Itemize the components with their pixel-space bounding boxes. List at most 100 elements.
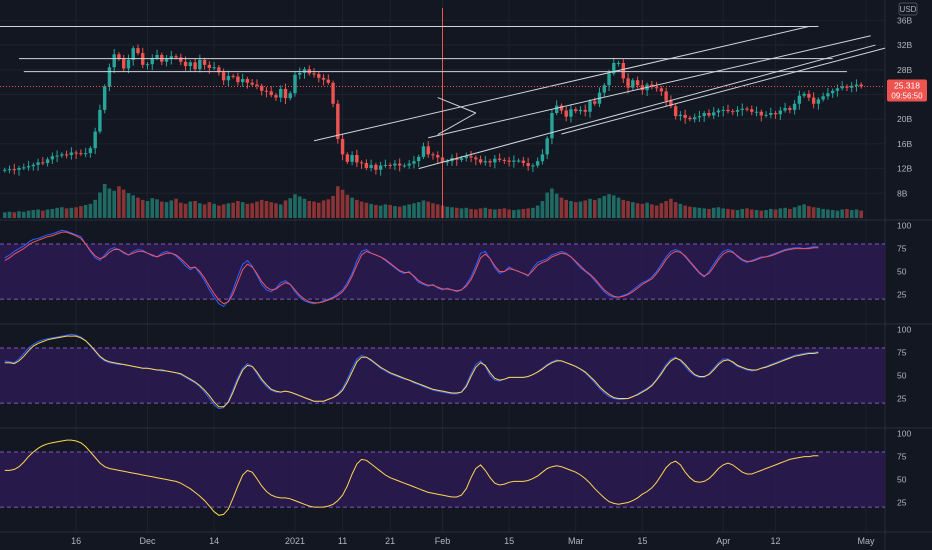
oscillator-tick-label: 75 — [897, 348, 907, 358]
candle-body — [302, 69, 307, 73]
volume-bar — [79, 206, 83, 218]
candle-body — [26, 166, 31, 168]
volume-bar — [331, 195, 335, 218]
trendline[interactable] — [437, 97, 476, 114]
candle-body — [221, 72, 226, 81]
volume-bar — [93, 199, 97, 218]
candle-body — [688, 117, 692, 120]
volume-bar — [155, 199, 159, 218]
candle-body — [231, 75, 235, 77]
trendline[interactable] — [437, 112, 477, 136]
candle-body — [721, 109, 725, 111]
candle-body — [445, 161, 449, 163]
volume-bar — [616, 197, 621, 218]
candle-body — [735, 109, 740, 112]
candle-body — [412, 161, 416, 164]
volume-bar — [164, 202, 169, 218]
candle-body — [859, 84, 863, 87]
volume-bar — [830, 210, 835, 218]
volume-bar — [607, 194, 611, 218]
candle-body — [126, 59, 131, 69]
candle-body — [279, 88, 283, 98]
volume-bar — [83, 204, 88, 218]
volume-bar — [464, 207, 469, 218]
volume-bar — [131, 195, 136, 218]
volume-bar — [407, 204, 411, 218]
volume-bar — [21, 211, 26, 218]
candle-body — [531, 165, 535, 167]
currency-label[interactable]: USD — [900, 5, 917, 14]
candle-body — [369, 164, 373, 168]
volume-bar — [293, 194, 297, 218]
candle-body — [788, 108, 792, 110]
candle-body — [654, 87, 659, 89]
volume-bar — [512, 210, 516, 218]
candle-body — [107, 67, 112, 87]
candle-body — [145, 64, 150, 66]
candle-body — [673, 106, 678, 117]
trendline[interactable] — [313, 26, 809, 142]
candle-body — [393, 163, 397, 166]
candle-body — [407, 163, 411, 166]
volume-bar — [369, 203, 373, 218]
candle-body — [635, 80, 640, 86]
volume-bar — [759, 210, 764, 218]
trendline[interactable] — [428, 35, 871, 139]
time-tick-label: 2021 — [285, 536, 305, 546]
volume-bar — [36, 209, 40, 218]
volume-bar — [264, 201, 269, 218]
volume-bar — [554, 193, 559, 218]
candle-body — [840, 86, 844, 89]
candle-body — [750, 109, 754, 112]
time-axis[interactable]: 16 Dec 14 2021 11 21 Feb 15 Mar 15 Apr 12 May — [71, 536, 875, 546]
candle-body — [331, 82, 335, 104]
candle-body — [336, 103, 340, 139]
volume-bar — [145, 201, 150, 218]
volume-bar — [169, 200, 174, 218]
candle-body — [298, 72, 302, 75]
candle-body — [340, 138, 345, 155]
volume-bar — [788, 208, 792, 218]
stoch_rsi_1-panel[interactable]: 100 75 50 25 — [0, 221, 911, 308]
stoch_rsi_3-panel[interactable]: 100 75 50 25 — [0, 429, 911, 516]
price-tick-label: 32B — [897, 40, 912, 50]
candle-body — [830, 90, 835, 94]
currency-box[interactable] — [898, 2, 918, 16]
volume-bar — [664, 201, 668, 218]
stoch_rsi_2-panel[interactable]: 100 75 50 25 — [0, 325, 911, 410]
candle-body — [269, 91, 273, 96]
oscillator-tick-label: 25 — [897, 289, 907, 299]
candle-body — [631, 80, 635, 88]
candle-body — [136, 48, 140, 54]
volume-bar — [88, 203, 93, 218]
candle-body — [12, 169, 16, 171]
candle-body — [79, 153, 83, 155]
volume-bar — [283, 200, 288, 218]
candle-body — [554, 105, 559, 113]
candle-body — [74, 152, 78, 154]
candle-body — [578, 109, 583, 112]
candle-body — [692, 117, 697, 120]
candle-body — [740, 108, 744, 110]
candle-body — [469, 156, 473, 158]
volume-bar — [69, 207, 74, 218]
volume-bar — [374, 204, 378, 218]
time-tick-label: 21 — [385, 536, 395, 546]
candle-body — [69, 152, 74, 155]
candle-body — [593, 101, 597, 104]
trendline[interactable] — [561, 47, 886, 135]
trendline[interactable] — [418, 44, 876, 170]
volume-bar — [854, 209, 859, 218]
volume-bar — [835, 210, 840, 218]
candle-body — [164, 58, 169, 62]
candle-body — [550, 113, 554, 139]
volume-bar — [797, 205, 802, 218]
candle-body — [93, 131, 97, 149]
volume-bar — [683, 205, 687, 218]
volume-bar — [45, 209, 50, 218]
candle-body — [459, 158, 464, 160]
volume-bar — [640, 203, 645, 218]
volume-bar — [207, 202, 212, 218]
candle-body — [626, 78, 630, 88]
